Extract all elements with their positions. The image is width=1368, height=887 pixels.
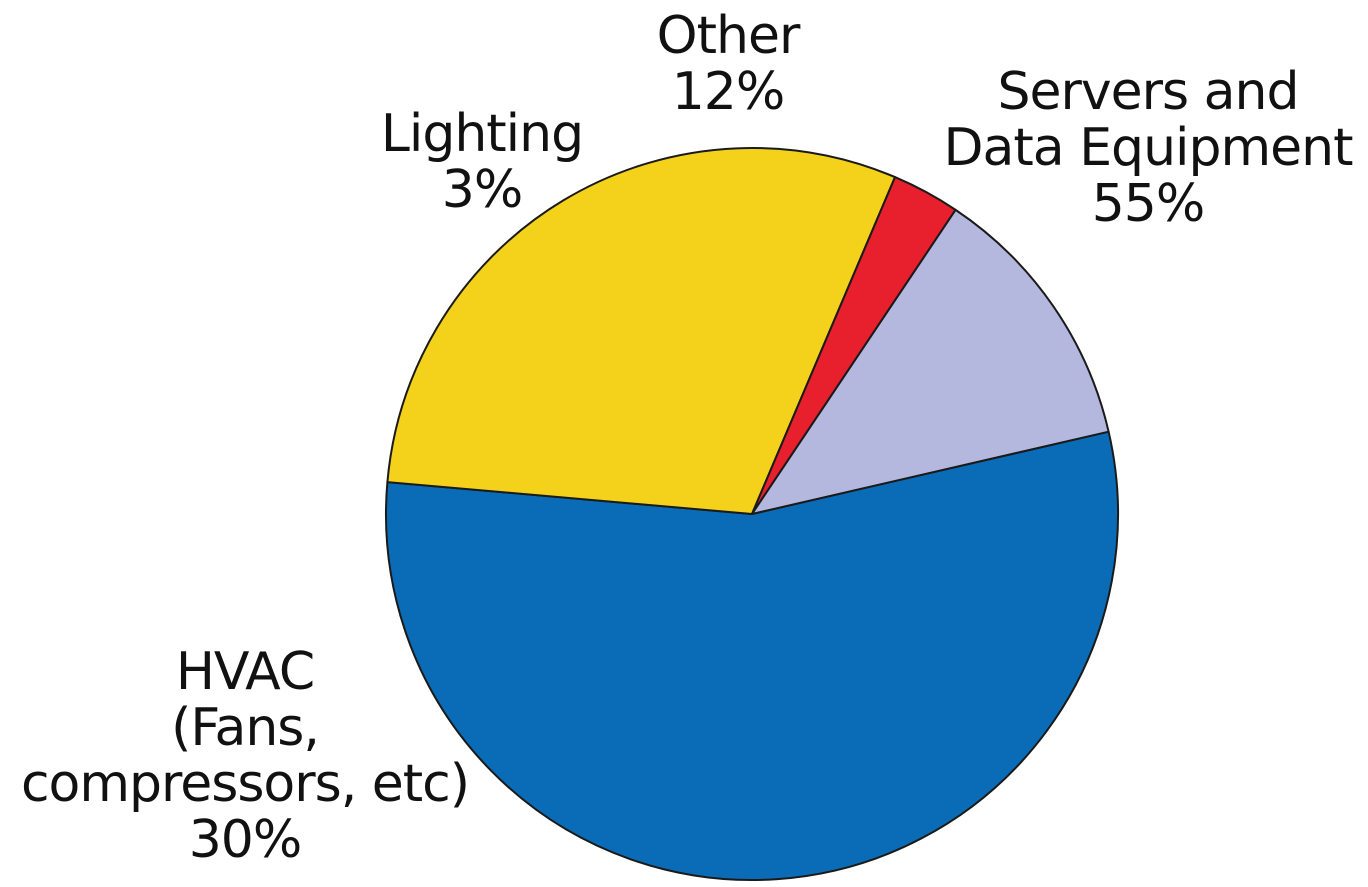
other-value-label: 12% (671, 62, 786, 122)
hvac-label-line-3: compressors, etc) (20, 754, 470, 814)
servers-label: Servers and Data Equipment 55% (928, 64, 1368, 232)
hvac-label-line-1: HVAC (175, 642, 315, 702)
servers-slice (384, 430, 1119, 881)
lighting-value-label: 3% (441, 160, 524, 220)
hvac-label-line-2: (Fans, (171, 698, 320, 758)
servers-label-line-2: Data Equipment (943, 118, 1354, 178)
lighting-label-line-1: Lighting (380, 104, 584, 164)
servers-label-line-1: Servers and (997, 62, 1300, 122)
other-slice (751, 208, 1110, 515)
hvac-value-label: 30% (188, 810, 303, 870)
servers-value-label: 55% (1091, 174, 1206, 234)
other-label: Other 12% (618, 8, 838, 120)
hvac-slice (386, 147, 897, 515)
lighting-label: Lighting 3% (352, 106, 612, 218)
other-label-line-1: Other (656, 6, 801, 66)
hvac-label: HVAC (Fans, compressors, etc) 30% (0, 644, 490, 868)
